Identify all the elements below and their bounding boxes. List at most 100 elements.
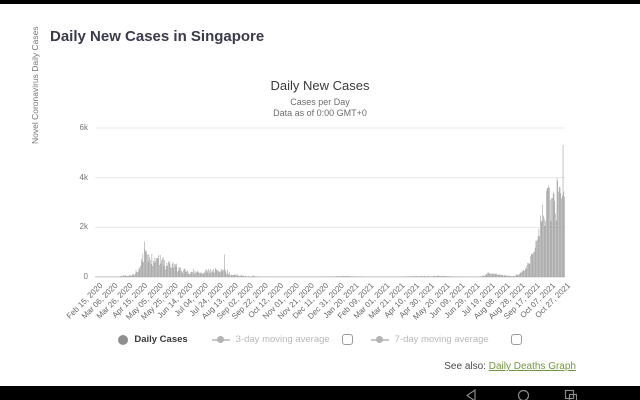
daily-cases-bar[interactable] bbox=[198, 272, 199, 277]
daily-cases-bar[interactable] bbox=[414, 275, 416, 277]
daily-cases-bar[interactable] bbox=[125, 275, 126, 277]
daily-cases-bar[interactable] bbox=[134, 273, 136, 277]
daily-cases-bar[interactable] bbox=[430, 276, 432, 277]
daily-cases-bar[interactable] bbox=[393, 276, 395, 277]
daily-cases-bar[interactable] bbox=[191, 271, 193, 277]
daily-cases-bar[interactable] bbox=[518, 274, 519, 277]
daily-cases-bar[interactable] bbox=[488, 272, 489, 277]
daily-cases-bar[interactable] bbox=[139, 268, 141, 277]
daily-cases-bar[interactable] bbox=[362, 276, 363, 277]
daily-cases-bar[interactable] bbox=[549, 187, 550, 277]
daily-cases-bar[interactable] bbox=[202, 273, 204, 277]
daily-cases-bar[interactable] bbox=[416, 276, 417, 277]
daily-cases-bar[interactable] bbox=[181, 270, 182, 277]
daily-cases-bar[interactable] bbox=[532, 253, 534, 277]
daily-cases-bar[interactable] bbox=[138, 267, 140, 277]
daily-cases-bar[interactable] bbox=[208, 270, 210, 277]
daily-cases-bar[interactable] bbox=[515, 275, 516, 277]
daily-cases-bar[interactable] bbox=[428, 275, 430, 277]
daily-cases-bar[interactable] bbox=[164, 260, 165, 277]
daily-cases-bar[interactable] bbox=[543, 215, 544, 277]
daily-cases-bar[interactable] bbox=[224, 269, 226, 277]
daily-cases-bar[interactable] bbox=[147, 261, 149, 277]
daily-cases-bar[interactable] bbox=[562, 144, 564, 277]
daily-cases-bar[interactable] bbox=[221, 269, 223, 277]
daily-cases-bar[interactable] bbox=[451, 276, 452, 277]
daily-cases-bar[interactable] bbox=[196, 271, 198, 277]
daily-cases-bar[interactable] bbox=[349, 276, 351, 277]
daily-cases-bar[interactable] bbox=[346, 276, 348, 277]
daily-cases-bar[interactable] bbox=[399, 276, 401, 277]
daily-cases-bar[interactable] bbox=[554, 201, 556, 277]
daily-cases-bar[interactable] bbox=[348, 275, 350, 277]
daily-cases-bar[interactable] bbox=[406, 276, 408, 277]
daily-cases-bar[interactable] bbox=[423, 276, 425, 277]
daily-cases-bar[interactable] bbox=[359, 276, 360, 278]
daily-cases-bar[interactable] bbox=[186, 271, 187, 277]
daily-cases-bar[interactable] bbox=[549, 199, 551, 277]
daily-cases-bar[interactable] bbox=[133, 274, 135, 277]
daily-cases-bar[interactable] bbox=[420, 276, 422, 277]
daily-cases-bar[interactable] bbox=[151, 253, 153, 277]
daily-cases-bar[interactable] bbox=[482, 275, 483, 277]
daily-cases-bar[interactable] bbox=[545, 220, 546, 277]
daily-cases-bar[interactable] bbox=[483, 275, 485, 277]
daily-cases-bar[interactable] bbox=[223, 269, 224, 277]
daily-cases-bar[interactable] bbox=[542, 204, 543, 277]
daily-cases-bar[interactable] bbox=[218, 271, 220, 277]
daily-cases-bar[interactable] bbox=[539, 236, 540, 277]
daily-cases-bar[interactable] bbox=[522, 270, 524, 277]
daily-cases-bar[interactable] bbox=[544, 225, 546, 277]
daily-cases-bar[interactable] bbox=[421, 276, 423, 277]
daily-cases-bar[interactable] bbox=[141, 261, 143, 277]
daily-cases-bar[interactable] bbox=[189, 274, 190, 277]
daily-cases-bar[interactable] bbox=[122, 276, 123, 277]
daily-cases-bar[interactable] bbox=[232, 274, 233, 277]
daily-cases-bar[interactable] bbox=[414, 276, 415, 277]
daily-cases-bar[interactable] bbox=[444, 276, 445, 277]
daily-cases-bar[interactable] bbox=[256, 276, 258, 277]
daily-cases-bar[interactable] bbox=[137, 272, 138, 277]
daily-cases-bar[interactable] bbox=[253, 275, 255, 277]
daily-cases-bar[interactable] bbox=[420, 275, 421, 277]
daily-cases-bar[interactable] bbox=[450, 276, 451, 277]
daily-cases-bar[interactable] bbox=[331, 276, 333, 277]
daily-cases-bar[interactable] bbox=[149, 257, 150, 277]
daily-cases-bar[interactable] bbox=[563, 191, 565, 277]
daily-cases-bar[interactable] bbox=[510, 276, 512, 277]
daily-cases-bar[interactable] bbox=[494, 273, 495, 277]
daily-cases-bar[interactable] bbox=[199, 273, 201, 277]
daily-cases-bar[interactable] bbox=[193, 274, 195, 277]
daily-cases-bar[interactable] bbox=[506, 275, 507, 277]
daily-cases-bar[interactable] bbox=[505, 275, 506, 277]
daily-cases-bar[interactable] bbox=[230, 275, 231, 277]
daily-cases-bar[interactable] bbox=[526, 265, 528, 277]
daily-cases-bar[interactable] bbox=[148, 253, 150, 277]
daily-cases-bar[interactable] bbox=[144, 241, 145, 277]
daily-cases-bar[interactable] bbox=[236, 274, 238, 277]
daily-cases-bar[interactable] bbox=[239, 276, 241, 277]
daily-cases-bar[interactable] bbox=[530, 256, 531, 277]
daily-cases-bar[interactable] bbox=[338, 276, 340, 277]
daily-cases-bar[interactable] bbox=[448, 276, 449, 277]
daily-cases-bar[interactable] bbox=[150, 259, 151, 277]
daily-cases-bar[interactable] bbox=[161, 260, 162, 277]
daily-cases-bar[interactable] bbox=[546, 190, 547, 277]
daily-cases-bar[interactable] bbox=[134, 275, 135, 277]
daily-cases-bar[interactable] bbox=[512, 276, 514, 277]
daily-cases-bar[interactable] bbox=[340, 276, 341, 277]
daily-cases-bar[interactable] bbox=[220, 269, 222, 277]
daily-cases-bar[interactable] bbox=[205, 270, 206, 277]
daily-cases-bar[interactable] bbox=[513, 276, 515, 277]
daily-cases-bar[interactable] bbox=[418, 276, 420, 277]
daily-cases-bar[interactable] bbox=[350, 276, 352, 277]
daily-cases-bar[interactable] bbox=[405, 276, 407, 277]
daily-cases-bar[interactable] bbox=[346, 276, 347, 277]
daily-cases-bar[interactable] bbox=[197, 270, 199, 277]
daily-cases-bar[interactable] bbox=[537, 236, 539, 278]
daily-cases-bar[interactable] bbox=[516, 274, 518, 277]
daily-cases-bar[interactable] bbox=[527, 262, 528, 277]
daily-cases-bar[interactable] bbox=[138, 271, 139, 277]
daily-cases-bar[interactable] bbox=[231, 274, 233, 277]
daily-cases-bar[interactable] bbox=[482, 275, 484, 277]
